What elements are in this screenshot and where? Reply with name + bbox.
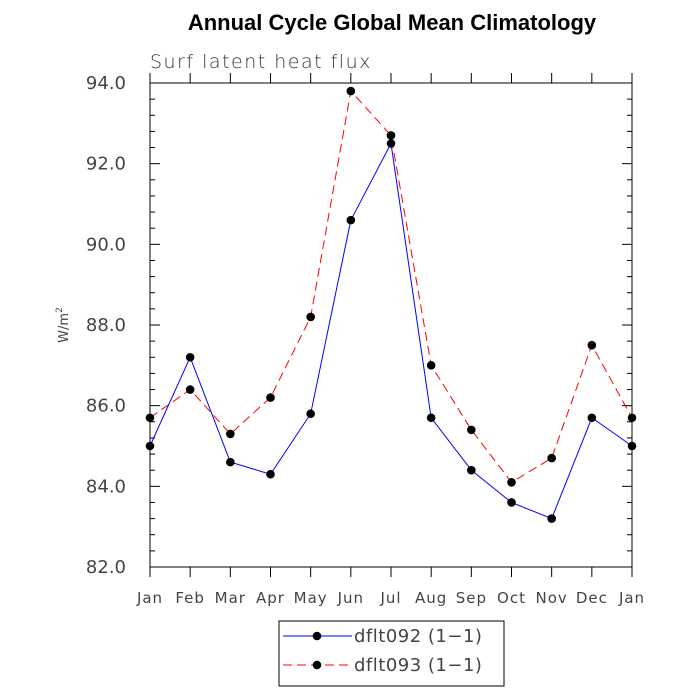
series-1-point: [547, 453, 556, 463]
series-1-point: [185, 385, 195, 394]
x-tick-label: Apr: [256, 589, 285, 607]
x-tick-label: Jul: [379, 589, 401, 607]
y-tick-label: 88.0: [86, 315, 126, 336]
series-1-point: [627, 413, 637, 423]
series-0-point: [467, 465, 476, 475]
series-1-point: [386, 131, 396, 140]
plot-frame: [149, 82, 633, 568]
series-1-point: [467, 425, 476, 435]
series-0-point: [587, 413, 597, 423]
y-tick-label: 84.0: [86, 476, 126, 497]
series-1-point: [306, 312, 315, 322]
series-0-point: [627, 441, 637, 451]
legend: dflt092 (1−1) dflt093 (1−1): [278, 620, 505, 687]
y-axis-ticks: 82.0 84.0 86.0 88.0 90.0 92.0 94.0: [86, 73, 632, 578]
legend-marker-1: [312, 660, 322, 670]
legend-label-1: dflt093 (1−1): [354, 655, 482, 676]
x-axis-ticks: Jan Feb Mar Apr May Jun Jul Aug Sep Oct Nov Dec Jan: [136, 73, 645, 607]
y-tick-label: 86.0: [86, 396, 126, 417]
x-tick-label: Aug: [415, 589, 447, 607]
series-0-point: [346, 215, 356, 225]
x-tick-label: Oct: [497, 589, 526, 607]
chart-subtitle: Surf latent heat flux: [150, 51, 372, 73]
x-tick-label: Sep: [456, 589, 487, 607]
legend-entries: dflt092 (1−1) dflt093 (1−1): [283, 626, 482, 676]
x-tick-label: May: [294, 589, 328, 607]
series-0-point: [426, 413, 436, 423]
series-0-point: [547, 514, 556, 523]
x-tick-label: Jun: [337, 589, 364, 607]
y-axis-label-text: W/m: [57, 313, 72, 343]
legend-label-0: dflt092 (1−1): [354, 626, 482, 647]
series-0-point: [185, 352, 195, 362]
y-tick-label: 94.0: [86, 73, 126, 94]
y-axis-label: W/m2: [55, 307, 72, 343]
series-1-point: [426, 361, 436, 370]
x-tick-label: Jan: [618, 589, 645, 607]
series-1-point: [507, 478, 516, 487]
x-tick-label: Mar: [215, 589, 246, 607]
series-0-point: [226, 457, 235, 467]
y-tick-label: 92.0: [86, 154, 126, 175]
series-0-point: [507, 498, 516, 507]
x-tick-label: Jan: [136, 589, 163, 607]
series-1-point: [226, 429, 235, 439]
y-tick-label: 90.0: [86, 234, 126, 255]
series-0-point: [145, 441, 155, 451]
y-tick-label: 82.0: [86, 557, 126, 578]
series-1-point: [266, 393, 275, 402]
series-0-point: [266, 469, 275, 479]
series-0-point: [386, 139, 396, 148]
series-layer: [145, 86, 637, 523]
y-axis-label-superscript: 2: [55, 307, 65, 313]
x-tick-label: Nov: [536, 589, 568, 607]
series-line-0: [149, 141, 633, 520]
series-1-point: [587, 340, 597, 350]
series-1-point: [145, 413, 155, 423]
series-0-point: [306, 409, 315, 419]
series-line-1: [149, 89, 633, 483]
series-1-point: [346, 86, 356, 96]
x-tick-label: Dec: [576, 589, 608, 607]
chart-title: Annual Cycle Global Mean Climatology: [188, 10, 597, 35]
x-tick-label: Feb: [175, 589, 205, 607]
legend-marker-0: [312, 631, 322, 641]
